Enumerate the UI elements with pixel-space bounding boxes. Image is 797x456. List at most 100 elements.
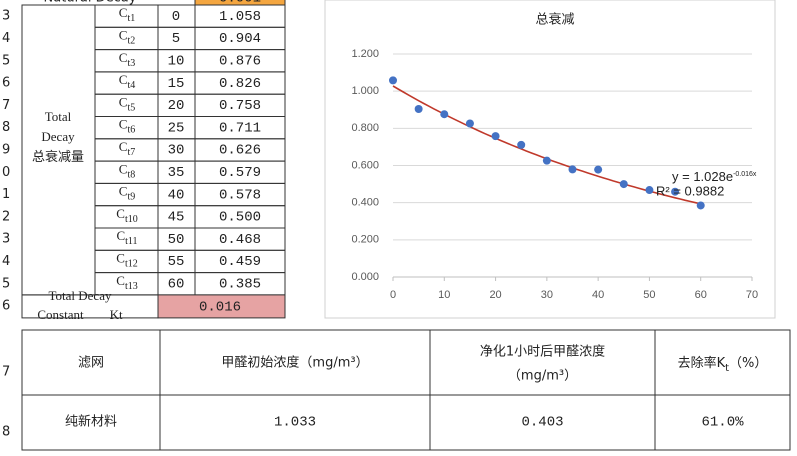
- t-value: 40: [168, 187, 185, 203]
- y-tick-label: 0.400: [351, 197, 379, 209]
- x-tick-label: 60: [695, 289, 707, 301]
- data-point: [465, 119, 474, 128]
- c-value: 0.711: [219, 120, 261, 136]
- label-base: 去除率K: [678, 355, 726, 371]
- c-value: 1.058: [219, 9, 261, 25]
- label-sub: t13: [125, 281, 138, 292]
- t-value: 5: [172, 31, 180, 47]
- header-cell: 甲醛初始浓度（mg/m³）: [221, 355, 368, 371]
- constant-label: Total Decay: [49, 288, 112, 303]
- c-label: Ct13: [116, 273, 137, 292]
- table-cell: 0.403: [521, 415, 563, 431]
- c-label: Ct10: [116, 206, 137, 225]
- group-label: Decay: [41, 129, 75, 144]
- data-point: [517, 140, 526, 149]
- c-label: Ct4: [119, 72, 135, 91]
- t-value: 35: [168, 165, 185, 181]
- row-number: 1: [2, 187, 10, 202]
- y-tick-label: 0.200: [351, 234, 379, 246]
- row-number: 8: [2, 120, 10, 135]
- row-number: 7: [2, 365, 10, 380]
- c-label: Ct8: [119, 161, 135, 180]
- group-label: Total: [45, 109, 72, 124]
- row-number: 5: [2, 53, 10, 68]
- row-number: 7: [2, 98, 10, 113]
- t-value: 55: [168, 254, 185, 270]
- row-number: 9: [2, 142, 10, 157]
- label-sub: t: [725, 363, 729, 374]
- chart-title: 总衰减: [535, 12, 574, 28]
- row-number: 4: [2, 254, 10, 269]
- y-tick-label: 1.000: [351, 85, 379, 97]
- data-point: [671, 187, 680, 196]
- c-value: 0.826: [219, 76, 261, 92]
- header-cell: 净化1小时后甲醛浓度: [480, 344, 605, 360]
- trend-equation: y = 1.028e-0.016x: [672, 169, 757, 184]
- data-point: [542, 156, 551, 165]
- x-tick-label: 30: [541, 289, 553, 301]
- c-label: Ct1: [119, 5, 135, 24]
- data-point: [491, 132, 500, 141]
- header-cell: 去除率Kt（%）: [678, 355, 768, 375]
- c-value: 0.500: [219, 210, 261, 226]
- label-base: C: [119, 27, 128, 42]
- c-value: 0.385: [219, 276, 261, 292]
- c-label: Ct12: [116, 250, 137, 269]
- t-value: 50: [168, 232, 185, 248]
- label-base: C: [119, 117, 128, 132]
- label-sub: t5: [127, 103, 135, 114]
- label-base: C: [119, 161, 128, 176]
- constant-label: Constant Kt: [37, 307, 123, 322]
- x-tick-label: 10: [438, 289, 450, 301]
- row-number: 2: [2, 209, 10, 224]
- x-tick-label: 50: [643, 289, 655, 301]
- table-cell: 1.033: [274, 415, 316, 431]
- c-label: Ct5: [119, 94, 135, 113]
- c-value: 0.758: [219, 98, 261, 114]
- c-label: Ct11: [116, 228, 137, 247]
- y-tick-label: 0.800: [351, 122, 379, 134]
- c-value: 0.626: [219, 143, 261, 159]
- row-number: 5: [2, 276, 10, 291]
- t-value: 25: [168, 120, 185, 136]
- label-base: C: [116, 228, 125, 243]
- row-number: 4: [2, 31, 10, 46]
- c-label: Ct6: [119, 117, 135, 136]
- label-base: C: [119, 5, 128, 20]
- natural-decay-label: Natural Decay: [44, 0, 137, 6]
- t-value: 15: [168, 76, 185, 92]
- data-point: [389, 76, 397, 85]
- c-label: Ct9: [119, 184, 135, 203]
- x-tick-label: 20: [489, 289, 501, 301]
- cell: [654, 394, 791, 451]
- label-base: C: [116, 250, 125, 265]
- x-tick-label: 0: [390, 289, 396, 301]
- y-tick-label: 0.600: [351, 159, 379, 171]
- group-label: 总衰减量: [32, 149, 84, 164]
- c-value: 0.876: [219, 53, 261, 69]
- label-tail: （%）: [729, 356, 767, 371]
- c-label: Ct3: [119, 50, 135, 69]
- label-sub: t12: [125, 259, 138, 270]
- data-point: [594, 165, 603, 174]
- label-sub: t7: [127, 147, 135, 158]
- row-number: 6: [2, 76, 10, 91]
- label-sub: t10: [125, 214, 138, 225]
- c-label: Ct2: [119, 27, 135, 46]
- t-value: 30: [168, 143, 185, 159]
- natural-decay-value: 0.001: [219, 0, 261, 7]
- data-point: [568, 165, 577, 174]
- data-point: [414, 105, 423, 114]
- r-squared: R² = 0.9882: [656, 183, 724, 198]
- x-tick-label: 70: [746, 289, 758, 301]
- constant-value: 0.016: [199, 300, 241, 316]
- row-number: 6: [2, 299, 10, 314]
- row-number: 3: [2, 232, 10, 247]
- label-sub: t1: [127, 13, 135, 24]
- label-base: C: [119, 139, 128, 154]
- label-sub: t6: [127, 125, 135, 136]
- label-sub: t4: [127, 80, 135, 91]
- label-sub: t8: [127, 170, 135, 181]
- header-cell: （mg/m³）: [508, 369, 577, 384]
- t-value: 10: [168, 53, 185, 69]
